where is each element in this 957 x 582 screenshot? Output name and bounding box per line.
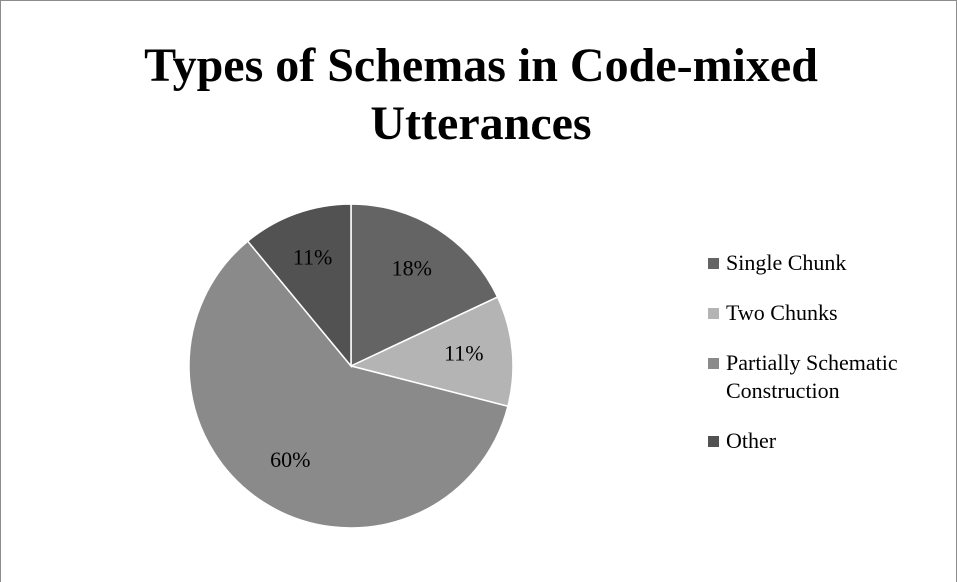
legend-label: Partially Schematic Construction bbox=[726, 350, 898, 403]
data-label: 11% bbox=[293, 244, 333, 269]
pie-slice bbox=[246, 203, 352, 369]
pie-slice bbox=[350, 203, 499, 368]
legend-swatch bbox=[708, 308, 719, 319]
data-label: 60% bbox=[270, 447, 310, 472]
legend-item: Other bbox=[708, 427, 957, 455]
legend-item: Single Chunk bbox=[708, 249, 957, 277]
legend-swatch bbox=[708, 436, 719, 447]
pie-slice bbox=[188, 240, 509, 529]
legend-label: Other bbox=[726, 428, 777, 453]
legend-label: Single Chunk bbox=[726, 250, 847, 275]
legend-swatch bbox=[708, 258, 719, 269]
data-label: 18% bbox=[392, 255, 432, 280]
chart-title: Types of Schemas in Code-mixed Utterance… bbox=[144, 39, 818, 150]
legend-item: Partially Schematic Construction bbox=[708, 349, 957, 405]
data-label: 11% bbox=[444, 340, 484, 365]
legend-label: Two Chunks bbox=[726, 300, 838, 325]
legend-item: Two Chunks bbox=[708, 299, 957, 327]
pie-slice bbox=[348, 296, 514, 408]
legend-swatch bbox=[708, 358, 719, 369]
